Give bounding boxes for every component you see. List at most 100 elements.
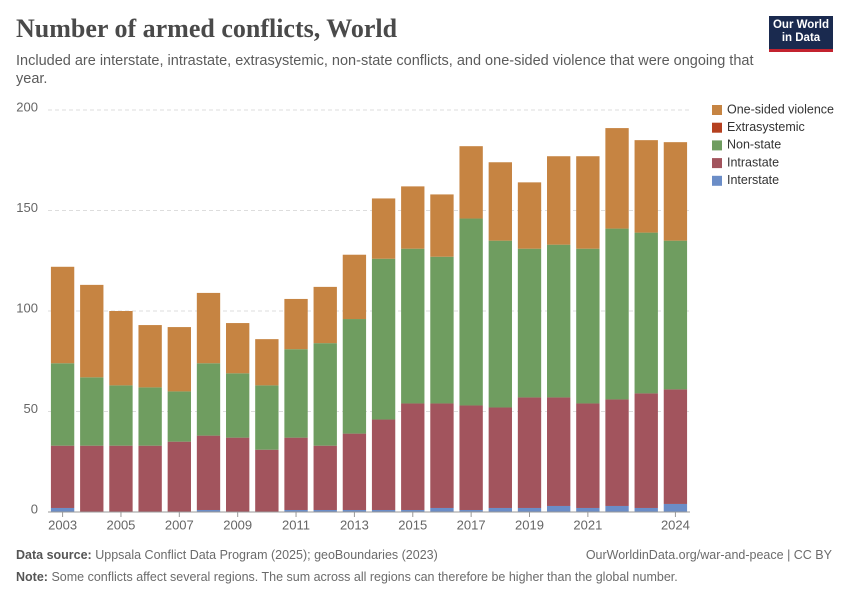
bar-segment	[342, 433, 367, 510]
x-tick-label: 2005	[106, 517, 135, 532]
legend-label: One-sided violence	[727, 102, 834, 116]
legend-swatch	[712, 175, 722, 186]
bar-segment	[459, 509, 483, 512]
bar-segment	[605, 228, 629, 400]
bar-segment	[488, 240, 512, 408]
source-label: Data source:	[16, 548, 92, 562]
bar-segment	[313, 445, 337, 510]
bar-segment	[255, 449, 279, 512]
bar-segment	[663, 503, 688, 512]
bar-segment	[488, 162, 512, 241]
bar-segment	[547, 156, 571, 245]
bar-segment	[342, 254, 367, 320]
bar-segment	[517, 182, 542, 249]
bar-segment	[430, 403, 454, 508]
x-tick-label: 2024	[661, 517, 690, 532]
bar-segment	[663, 142, 688, 241]
x-tick-label: 2013	[340, 517, 369, 532]
legend-swatch	[712, 105, 722, 115]
bar-segment	[634, 140, 658, 233]
legend-label: Interstate	[727, 173, 779, 187]
bar-segment	[138, 445, 162, 512]
bar-segment	[430, 194, 454, 257]
bar-segment	[576, 403, 600, 508]
url[interactable]: OurWorldinData.org/war-and-peace | CC BY	[585, 548, 832, 562]
bar-segment	[576, 248, 600, 404]
bar-segment	[255, 339, 279, 386]
bar-segment	[576, 507, 600, 512]
bar-segment	[605, 505, 629, 512]
y-tick-label: 100	[16, 300, 38, 315]
bar-segment	[547, 505, 571, 512]
bar-segment	[517, 397, 542, 508]
bar-segment	[605, 128, 629, 229]
bar-segment	[517, 507, 542, 512]
chart-title: Number of armed conflicts, World	[16, 14, 398, 43]
x-tick-label: 2011	[282, 517, 310, 532]
x-tick-label: 2019	[515, 517, 544, 532]
bar-segment	[109, 445, 133, 512]
bar-segment	[401, 403, 425, 510]
bar-segment	[371, 419, 396, 510]
bar-segment	[313, 286, 337, 344]
logo-line: in Data	[781, 32, 821, 44]
bar-segment	[313, 343, 337, 446]
legend-swatch	[712, 122, 722, 133]
bar-segment	[517, 248, 542, 398]
bar-segment	[284, 298, 308, 350]
bar-segment	[313, 509, 337, 512]
x-tick-label: 2009	[223, 517, 252, 532]
bar-segment	[663, 240, 688, 390]
bar-segment	[459, 405, 483, 510]
y-tick-label: 200	[16, 99, 38, 114]
bar-segment	[634, 393, 658, 508]
bar-segment	[109, 385, 133, 446]
bar-segment	[138, 387, 162, 446]
source-text: Uppsala Conflict Data Program (2025); ge…	[95, 548, 438, 562]
bar-segment	[634, 507, 658, 512]
bar-segment	[80, 284, 104, 378]
bar-segment	[167, 327, 191, 392]
bar-segment	[226, 323, 250, 374]
x-tick-label: 2007	[165, 517, 194, 532]
bar-segment	[50, 445, 75, 508]
bar-segment	[196, 292, 221, 364]
legend-label: Non-state	[727, 138, 781, 152]
bar-segment	[80, 377, 104, 446]
bar-segment	[196, 363, 221, 436]
bar-segment	[50, 266, 75, 364]
bar-segment	[430, 256, 454, 404]
bar-segment	[488, 507, 512, 512]
bar-segment	[547, 397, 571, 506]
bar-segment	[605, 399, 629, 506]
bar-segment	[167, 441, 191, 512]
bar-segment	[342, 319, 367, 434]
source: Data source: Uppsala Conflict Data Progr…	[16, 548, 438, 562]
bar-segment	[371, 509, 396, 512]
bar-segment	[80, 445, 104, 512]
note-text: Some conflicts affect several regions. T…	[51, 570, 678, 584]
bar-segment	[634, 232, 658, 394]
bar-segment	[196, 509, 221, 512]
bar-segment	[284, 349, 308, 438]
bar-segment	[371, 258, 396, 420]
bar-segment	[459, 146, 483, 219]
bar-segment	[576, 156, 600, 249]
bar-segment	[401, 509, 425, 512]
legend-label: Extrasystemic	[727, 120, 805, 134]
legend-swatch	[712, 158, 722, 169]
note-label: Note:	[16, 570, 48, 584]
x-tick-label: 2003	[48, 517, 77, 532]
logo[interactable]: Our World in Data	[769, 16, 833, 52]
bar-segment	[109, 311, 133, 386]
x-tick-label: 2017	[457, 517, 486, 532]
bar-segment	[430, 507, 454, 512]
bar-segment	[138, 325, 162, 388]
y-tick-label: 50	[24, 401, 38, 416]
bar-segment	[50, 363, 75, 446]
y-tick-label: 150	[16, 200, 38, 215]
bar-segment	[255, 385, 279, 450]
bar-segment	[167, 391, 191, 442]
bar-segment	[226, 373, 250, 438]
